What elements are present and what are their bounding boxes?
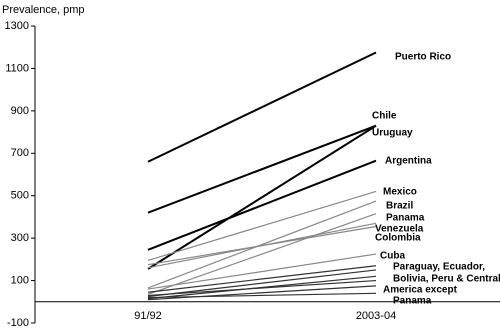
slope-line — [147, 51, 377, 163]
series-label: Colombia — [375, 233, 421, 244]
series-label: Panama — [386, 213, 425, 224]
y-tick-label: 100 — [11, 274, 29, 286]
series-label: Cuba — [380, 251, 405, 262]
y-tick-label: 500 — [11, 190, 29, 202]
y-tick-label: 1100 — [5, 62, 29, 74]
slope-line — [147, 269, 377, 298]
slope-line — [147, 292, 377, 299]
slope-line — [147, 190, 377, 261]
slope-line — [147, 225, 377, 266]
group-label: Paraguay, Ecuador, — [393, 262, 485, 273]
y-tick-label: 700 — [11, 147, 29, 159]
slope-line — [147, 124, 377, 270]
series-label: Argentina — [385, 156, 432, 167]
slope-line — [147, 265, 377, 293]
series-label: Venezuela — [375, 224, 424, 235]
slope-line — [147, 124, 377, 214]
series-label: Chile — [372, 111, 397, 122]
x-tick-label: 2003-04 — [356, 310, 396, 322]
group-label: America except — [383, 285, 458, 296]
slope-line — [147, 279, 377, 297]
slope-line — [147, 159, 377, 251]
slope-line — [147, 253, 377, 290]
y-tick-label: 1300 — [5, 20, 29, 32]
y-tick-label: 900 — [11, 105, 29, 117]
slope-line — [147, 213, 377, 295]
series-label: Uruguay — [372, 128, 413, 139]
group-label: Bolivia, Peru & Central — [393, 274, 500, 285]
y-tick-label: 300 — [11, 232, 29, 244]
y-tick-label: -100 — [7, 317, 29, 329]
x-tick-label: 91/92 — [134, 310, 162, 322]
series-label: Mexico — [383, 187, 417, 198]
chart-title: Prevalence, pmp — [2, 4, 85, 16]
series-label: Puerto Rico — [395, 52, 451, 63]
series-label: Brazil — [386, 201, 413, 212]
slope-line — [147, 200, 377, 289]
group-label: Panama — [393, 296, 432, 307]
